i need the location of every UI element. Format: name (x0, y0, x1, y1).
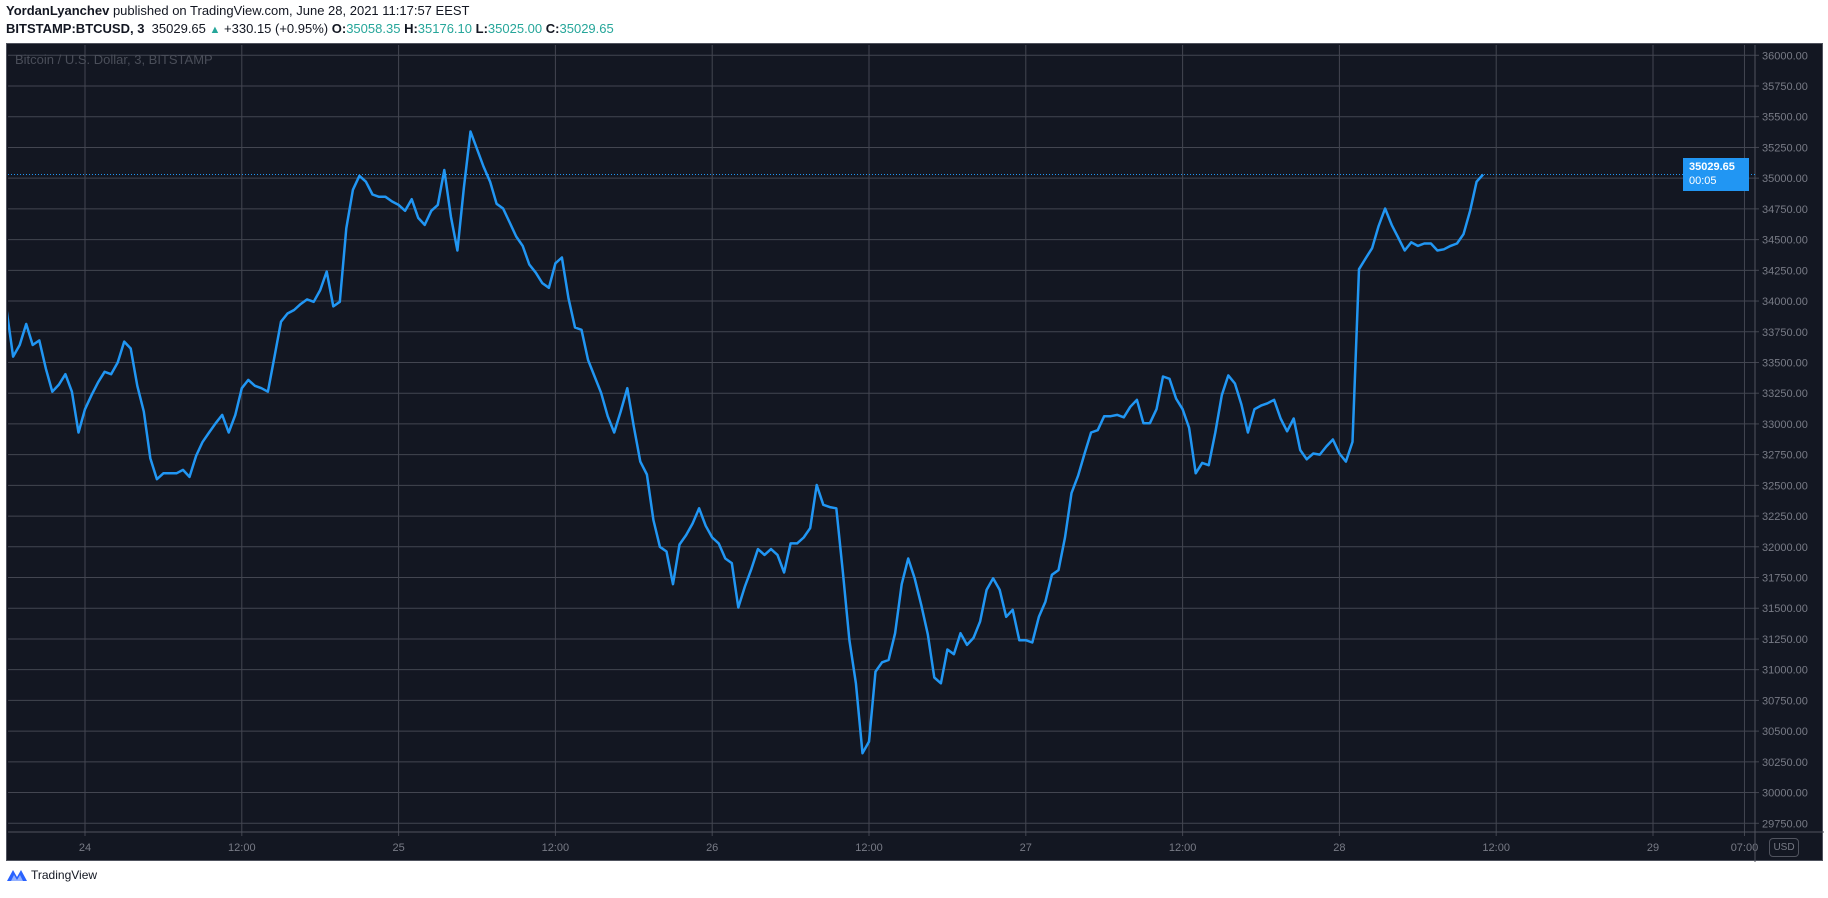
x-tick-label: 27 (1020, 842, 1032, 854)
x-tick-label: 12:00 (1169, 842, 1197, 854)
x-tick-label: 12:00 (855, 842, 883, 854)
y-tick-label: 31250.00 (1762, 634, 1808, 646)
y-tick-label: 35000.00 (1762, 173, 1808, 185)
publish-info: YordanLyanchev published on TradingView.… (6, 3, 469, 18)
y-tick-label: 35250.00 (1762, 142, 1808, 154)
bar-countdown: 00:05 (1689, 175, 1717, 187)
y-tick-label: 35750.00 (1762, 81, 1808, 93)
chart-watermark: Bitcoin / U.S. Dollar, 3, BITSTAMP (15, 52, 213, 67)
y-tick-label: 33250.00 (1762, 388, 1808, 400)
close-value: 35029.65 (559, 21, 614, 36)
y-tick-label: 31500.00 (1762, 603, 1808, 615)
y-tick-label: 31750.00 (1762, 573, 1808, 585)
x-tick-label: 12:00 (542, 842, 570, 854)
price-chart[interactable]: 36000.00 35750.00 35500.00 35250.00 35000.00… (6, 43, 1824, 862)
open-label: O: (331, 21, 347, 36)
y-tick-label: 32750.00 (1762, 450, 1808, 462)
price-line (8, 130, 1485, 755)
x-tick-label: 07:00 (1731, 842, 1759, 854)
x-tick-label: 28 (1333, 842, 1345, 854)
y-tick-label: 34000.00 (1762, 296, 1808, 308)
publish-text: published on TradingView.com, June 28, 2… (112, 3, 470, 18)
y-tick-label: 32500.00 (1762, 480, 1808, 492)
author-name: YordanLyanchev (6, 3, 110, 18)
y-tick-label: 34750.00 (1762, 204, 1808, 216)
y-tick-label: 30750.00 (1762, 695, 1808, 707)
y-tick-label: 30500.00 (1762, 726, 1808, 738)
symbol-name: BITSTAMP:BTCUSD, 3 (6, 21, 145, 36)
currency-badge[interactable]: USD (1769, 838, 1799, 857)
price-change: +330.15 (+0.95%) (224, 21, 329, 36)
y-tick-label: 33750.00 (1762, 327, 1808, 339)
last-price: 35029.65 (151, 21, 206, 36)
y-tick-label: 33000.00 (1762, 419, 1808, 431)
y-tick-label: 32000.00 (1762, 542, 1808, 554)
y-tick-label: 30000.00 (1762, 788, 1808, 800)
y-tick-label: 32250.00 (1762, 511, 1808, 523)
x-tick-label: 26 (706, 842, 718, 854)
y-tick-label: 35500.00 (1762, 112, 1808, 124)
y-tick-label: 34500.00 (1762, 235, 1808, 247)
tradingview-logo[interactable]: TradingView (6, 868, 97, 882)
low-label: L: (475, 21, 488, 36)
symbol-legend: BITSTAMP:BTCUSD, 3 35029.65 ▲ +330.15 (+… (6, 21, 614, 36)
low-value: 35025.00 (487, 21, 543, 36)
y-tick-label: 29750.00 (1762, 818, 1808, 830)
last-price-label: 35029.65 00:05 (1683, 158, 1749, 191)
y-tick-label: 36000.00 (1762, 50, 1808, 62)
x-tick-label: 25 (392, 842, 404, 854)
last-price-value: 35029.65 (1689, 161, 1735, 173)
brand-text: TradingView (31, 868, 98, 882)
y-tick-label: 30250.00 (1762, 757, 1808, 769)
high-label: H: (404, 21, 418, 36)
close-label: C: (545, 21, 560, 36)
x-tick-label: 29 (1647, 842, 1659, 854)
y-tick-label: 34250.00 (1762, 265, 1808, 277)
open-value: 35058.35 (346, 21, 401, 36)
y-tick-label: 31000.00 (1762, 665, 1808, 677)
y-tick-label: 33500.00 (1762, 357, 1808, 369)
x-tick-label: 12:00 (1482, 842, 1510, 854)
x-tick-label: 24 (79, 842, 91, 854)
x-tick-label: 12:00 (228, 842, 256, 854)
tradingview-logo-icon (7, 870, 27, 881)
up-arrow-icon: ▲ (209, 24, 221, 36)
high-value: 35176.10 (417, 21, 473, 36)
